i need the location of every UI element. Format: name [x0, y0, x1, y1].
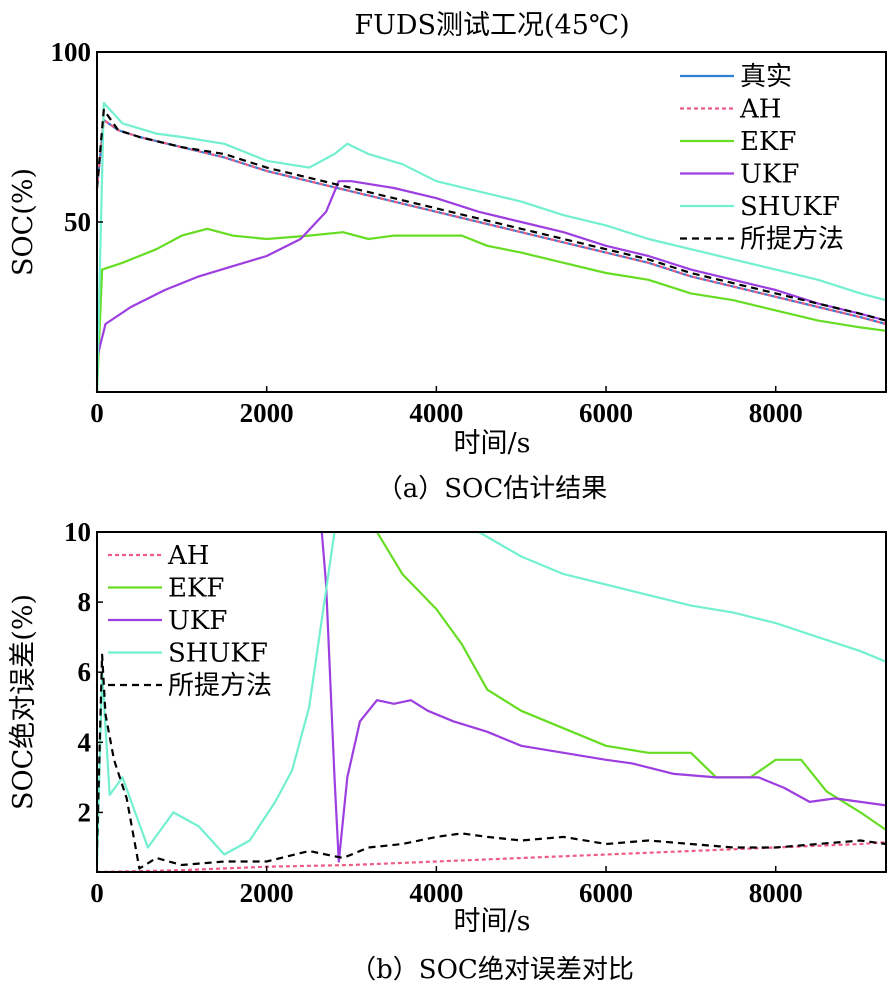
panel-a-ticks: 0 2000 4000 6000 8000 50 100 [51, 37, 803, 428]
panel-a-soc-estimation: FUDS测试工况(45℃) 0 2000 4000 6000 8000 50 100 时间/… [8, 10, 887, 504]
panel-a-title: FUDS测试工况(45℃) [354, 10, 629, 41]
panel-b-x-axis-label: 时间/s [454, 906, 531, 937]
legend-label: 所提方法 [740, 225, 844, 255]
legend-label: SHUKF [740, 192, 840, 222]
panel-b-ticks: 0 2000 4000 6000 8000 2 4 6 8 10 [64, 517, 803, 908]
series-line-b-3 [97, 532, 886, 866]
x-tick-label: 0 [90, 878, 104, 908]
legend-label: 所提方法 [168, 671, 272, 701]
y-tick-label: 100 [51, 37, 92, 67]
x-tick-label: 2000 [240, 878, 294, 908]
panel-a-y-axis-label: SOC(%) [8, 168, 39, 276]
legend-label: UKF [740, 160, 799, 190]
x-tick-label: 8000 [749, 878, 803, 908]
y-tick-label: 4 [78, 727, 92, 757]
series-line-a-4 [95, 101, 887, 393]
panel-b-caption: （b）SOC绝对误差对比 [350, 955, 634, 985]
legend-label: EKF [168, 574, 224, 604]
x-tick-label: 4000 [409, 398, 463, 428]
series-line-a-5 [95, 108, 887, 322]
series-line-b-1 [376, 532, 886, 831]
panel-a-x-axis-label: 时间/s [454, 428, 531, 459]
x-tick-label: 2000 [240, 398, 294, 428]
legend-label: AH [167, 541, 209, 571]
y-tick-label: 6 [78, 657, 92, 687]
y-tick-label: 50 [64, 207, 91, 237]
x-tick-label: 0 [90, 398, 104, 428]
x-tick-label: 6000 [579, 878, 633, 908]
panel-b-plot-frame [96, 531, 887, 873]
y-tick-label: 2 [78, 797, 92, 827]
panel-b-y-axis-label: SOC绝对误差(%) [8, 594, 39, 810]
x-tick-label: 6000 [579, 398, 633, 428]
panel-a-series-group [95, 101, 887, 393]
series-line-a-1 [95, 118, 887, 326]
legend-label: EKF [740, 127, 796, 157]
panel-b-series-group [97, 532, 886, 872]
legend-label: UKF [168, 606, 227, 636]
series-line-a-2 [95, 227, 887, 393]
y-tick-label: 8 [78, 587, 92, 617]
x-tick-label: 8000 [749, 398, 803, 428]
series-line-b-0 [97, 841, 886, 872]
panel-a-caption: （a）SOC估计结果 [377, 474, 608, 504]
legend-label: 真实 [740, 62, 792, 92]
legend-label: AH [739, 95, 781, 125]
legend-label: SHUKF [168, 639, 268, 669]
series-line-b-2 [320, 532, 886, 863]
x-tick-label: 4000 [409, 878, 463, 908]
series-line-b-4 [97, 653, 886, 870]
y-tick-label: 10 [64, 517, 91, 547]
series-line-a-3 [95, 180, 887, 359]
